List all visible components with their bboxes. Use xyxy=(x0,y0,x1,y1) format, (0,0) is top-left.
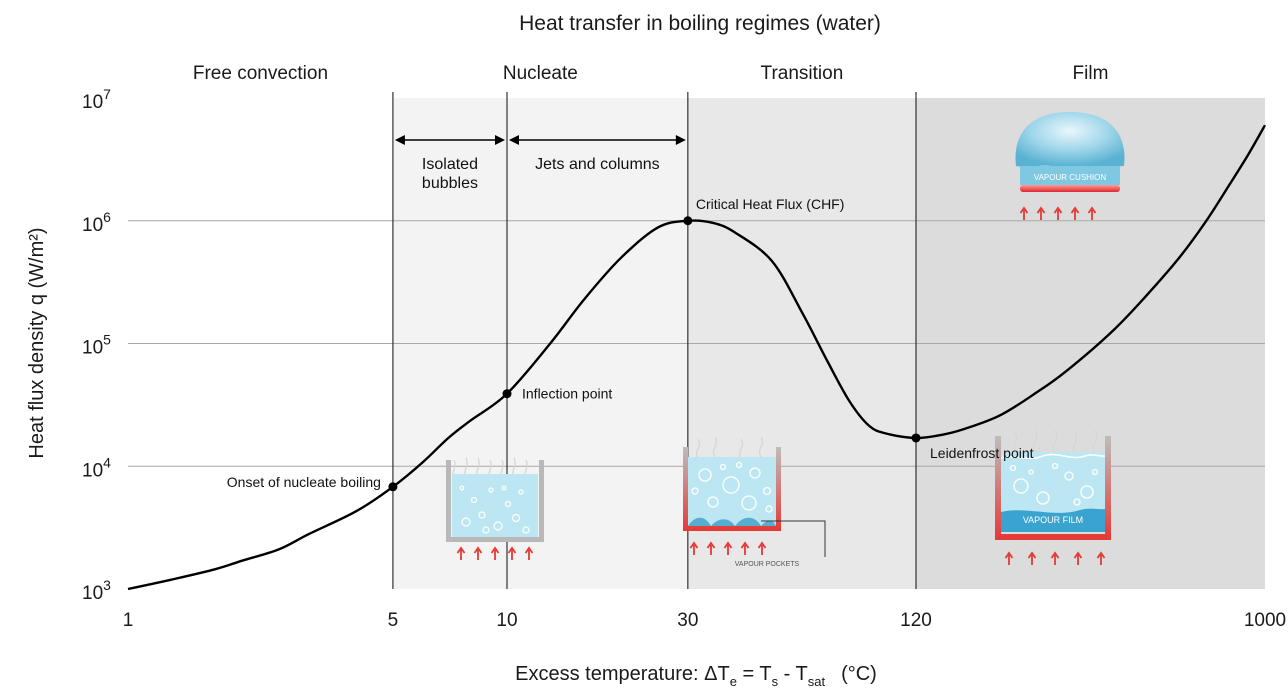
heat-arrow-2-3 xyxy=(1073,551,1083,565)
heat-arrows xyxy=(456,206,1106,565)
heat-arrow-1-4 xyxy=(757,541,767,555)
x-tick-labels: 1 5 10 30 120 1000 xyxy=(123,610,1286,631)
heat-arrow-1-3 xyxy=(740,541,750,555)
x-tick-label-3: 30 xyxy=(677,610,698,631)
heat-arrow-3-2 xyxy=(1053,206,1063,220)
key-point-label-2: Critical Heat Flux (CHF) xyxy=(696,196,845,212)
key-point-marker-3 xyxy=(911,433,921,443)
y-tick-label-2: 105 xyxy=(82,332,111,359)
regime-label-1: Nucleate xyxy=(503,63,578,84)
heat-arrow-0-3 xyxy=(507,546,517,560)
illustration-transition-pot xyxy=(683,436,826,557)
x-axis-label: Excess temperature: ΔTe = Ts - Tsat (°C) xyxy=(515,663,877,689)
y-tick-label-3: 106 xyxy=(82,209,111,236)
chart-title: Heat transfer in boiling regimes (water) xyxy=(519,12,881,35)
x-tick-label-2: 10 xyxy=(496,610,517,631)
illustration-film-pot xyxy=(995,429,1111,540)
subregion-arrowhead-left-0 xyxy=(394,135,405,145)
key-point-marker-1 xyxy=(502,389,512,399)
subregion-arrowhead-right-1 xyxy=(675,135,686,145)
regime-label-3: Film xyxy=(1073,63,1109,84)
illustration-nucleate-pot xyxy=(446,457,544,542)
regime-labels: Free convection Nucleate Transition Film xyxy=(193,63,1109,84)
nucleate-subregions: Isolated bubbles Jets and columns xyxy=(394,135,686,192)
key-point-marker-2 xyxy=(683,216,693,226)
heat-arrow-3-0 xyxy=(1019,206,1029,220)
subregion-label-0-1: bubbles xyxy=(422,175,478,192)
heat-arrow-2-0 xyxy=(1004,551,1014,565)
heat-arrow-2-1 xyxy=(1027,551,1037,565)
heat-arrow-0-2 xyxy=(490,546,500,560)
x-tick-label-0: 1 xyxy=(123,610,134,631)
x-tick-label-4: 120 xyxy=(900,610,932,631)
y-tick-label-0: 103 xyxy=(82,577,111,604)
subregion-arrowhead-right-0 xyxy=(495,135,505,145)
heat-arrow-3-4 xyxy=(1087,206,1097,220)
subregion-label-1-0: Jets and columns xyxy=(535,156,660,173)
heat-arrow-3-1 xyxy=(1036,206,1046,220)
x-tick-label-5: 1000 xyxy=(1244,610,1286,631)
x-tick-label-1: 5 xyxy=(388,610,399,631)
heat-arrow-0-1 xyxy=(473,546,483,560)
heat-arrow-1-1 xyxy=(706,541,716,555)
key-point-label-0: Onset of nucleate boiling xyxy=(227,474,381,490)
vapour-cushion-label: VAPOUR CUSHION xyxy=(1034,173,1107,182)
subregion-label-0-0: Isolated xyxy=(422,156,478,173)
key-point-label-1: Inflection point xyxy=(522,386,612,402)
vapour-pockets-label: VAPOUR POCKETS xyxy=(735,561,800,568)
regime-label-2: Transition xyxy=(761,63,844,84)
y-tick-labels: 103 104 105 106 107 xyxy=(82,86,111,604)
key-point-marker-0 xyxy=(388,482,398,492)
key-point-label-3: Leidenfrost point xyxy=(930,445,1034,461)
heat-arrow-2-4 xyxy=(1096,551,1106,565)
y-tick-label-4: 107 xyxy=(82,86,111,113)
boiling-curve-line xyxy=(127,124,1267,591)
regime-label-0: Free convection xyxy=(193,63,328,84)
y-axis-label: Heat flux density q (W/m²) xyxy=(26,227,48,458)
heat-arrow-3-3 xyxy=(1070,206,1080,220)
key-points: Onset of nucleate boiling Inflection poin… xyxy=(227,196,1034,492)
y-tick-label-1: 104 xyxy=(82,454,111,481)
heat-arrow-1-2 xyxy=(723,541,733,555)
heat-arrow-0-0 xyxy=(456,546,466,560)
subregion-arrowhead-left-1 xyxy=(509,135,519,145)
heat-arrow-2-2 xyxy=(1050,551,1060,565)
illustration-cushion xyxy=(1015,112,1125,192)
heat-arrow-0-4 xyxy=(524,546,534,560)
heat-arrow-1-0 xyxy=(689,541,699,555)
vapour-film-label: VAPOUR FILM xyxy=(1023,515,1083,525)
